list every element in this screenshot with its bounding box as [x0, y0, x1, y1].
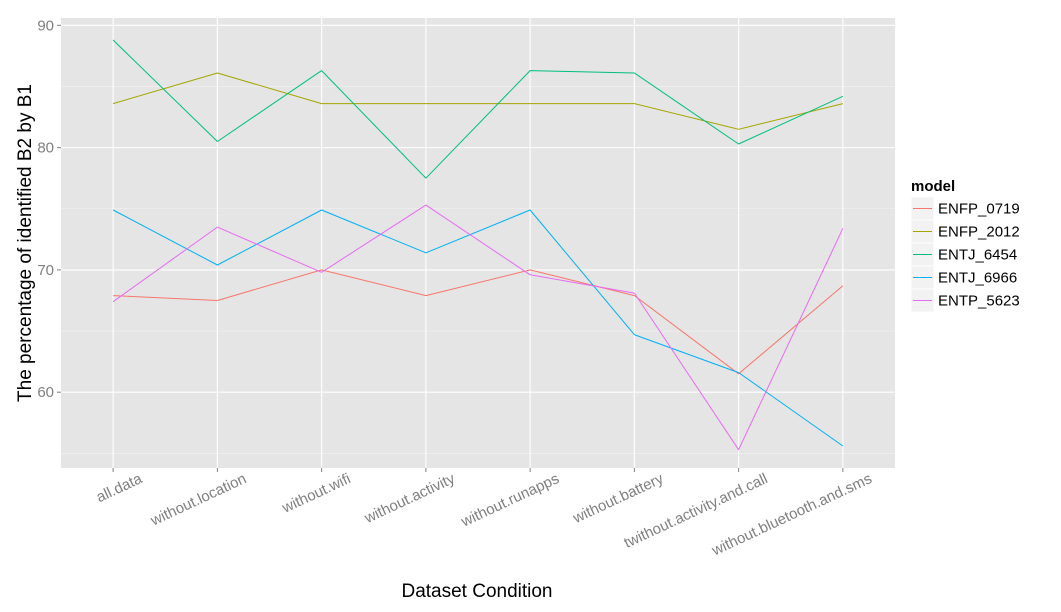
data-point [112, 294, 115, 297]
data-point [216, 299, 219, 302]
series-line-enfp-0719 [113, 269, 844, 375]
data-point [216, 226, 219, 229]
y-tick-label: 80 [37, 140, 54, 157]
y-tick-label: 90 [37, 17, 54, 34]
series-line-entj-6966 [112, 209, 844, 447]
x-tick-label: without.runapps [458, 470, 562, 531]
data-point [529, 208, 532, 211]
data-point [633, 292, 636, 295]
data-point [112, 39, 115, 42]
data-point [633, 102, 636, 105]
data-point [216, 264, 219, 267]
data-point [737, 128, 740, 131]
data-point [216, 72, 219, 75]
series-line-entp-5623 [112, 204, 844, 451]
legend: model ENFP_0719 ENFP_2012 ENTJ_6454 ENTJ_69… [910, 178, 1020, 313]
data-point [424, 102, 427, 105]
data-point [320, 69, 323, 72]
data-point [633, 72, 636, 75]
data-point [112, 300, 115, 303]
data-point [841, 102, 844, 105]
data-point [529, 102, 532, 105]
data-point [841, 284, 844, 287]
x-tick-label: without.battery [570, 470, 667, 527]
legend-label: ENFP_0719 [938, 201, 1020, 218]
data-point [216, 140, 219, 143]
data-point [841, 444, 844, 447]
x-tick-label: without.wifi [279, 470, 354, 517]
data-point [529, 69, 532, 72]
legend-label: ENTJ_6966 [938, 270, 1017, 287]
legend-title: model [911, 178, 955, 195]
data-point [841, 227, 844, 230]
grid-lines [61, 18, 895, 468]
x-tick-label: without.activity [361, 470, 458, 527]
data-point [424, 294, 427, 297]
data-point [737, 448, 740, 451]
data-point [320, 271, 323, 274]
data-point [529, 273, 532, 276]
plot-panel [61, 18, 895, 468]
data-point [841, 95, 844, 98]
data-point [737, 371, 740, 374]
data-point [320, 102, 323, 105]
data-point [424, 177, 427, 180]
data-point [320, 208, 323, 211]
x-tick-label: without.location [147, 470, 249, 530]
data-point [112, 208, 115, 211]
y-tick-label: 60 [37, 384, 54, 401]
data-point [737, 142, 740, 145]
x-tick-label: all.data [94, 470, 146, 506]
data-point [424, 251, 427, 254]
data-point [112, 102, 115, 105]
x-axis-title: Dataset Condition [401, 581, 552, 602]
series-line-enfp-2012 [112, 72, 844, 130]
legend-label: ENTJ_6454 [938, 247, 1017, 264]
series-line-entj-6454 [112, 39, 844, 179]
legend-label: ENFP_2012 [938, 224, 1020, 241]
data-point [633, 333, 636, 336]
y-tick-label: 70 [37, 262, 54, 279]
data-point [529, 268, 532, 271]
y-axis-title: The percentage of identified B2 by B1 [15, 84, 36, 402]
series-lines [112, 39, 844, 451]
data-point [424, 204, 427, 207]
legend-label: ENTP_5623 [938, 293, 1020, 310]
